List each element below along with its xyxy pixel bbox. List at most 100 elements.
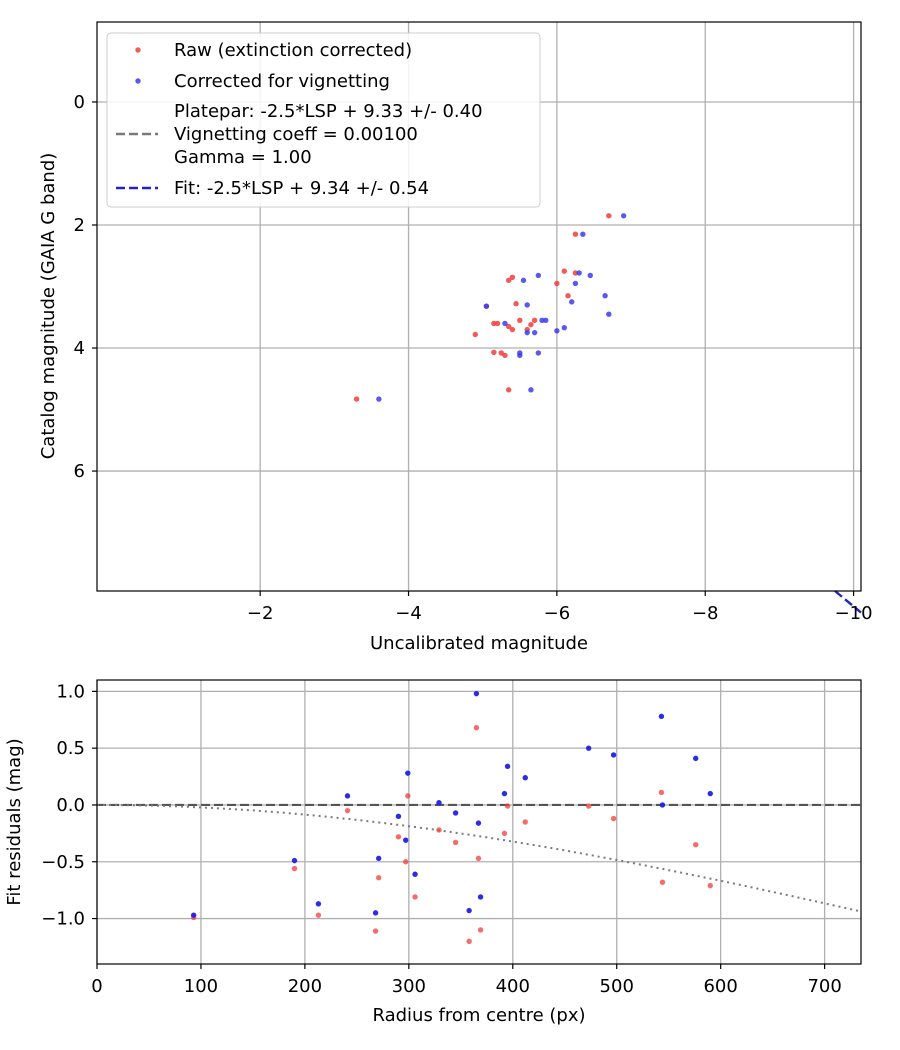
raw-point xyxy=(509,274,516,280)
top-data-points xyxy=(353,213,627,402)
corrected-residual-point xyxy=(477,894,484,900)
corrected-point xyxy=(580,231,586,237)
raw-residual-point xyxy=(473,725,480,731)
raw-point xyxy=(531,317,538,324)
corrected-point xyxy=(528,387,534,393)
corrected-point xyxy=(520,277,527,284)
corrected-residual-point xyxy=(395,813,402,820)
bottom-y-tick-label: 0.0 xyxy=(56,795,85,816)
corrected-residual-point xyxy=(190,912,197,918)
raw-residual-point xyxy=(452,839,459,846)
raw-residual-point xyxy=(436,827,442,833)
raw-point xyxy=(353,396,360,402)
bottom-y-tick-label: −1.0 xyxy=(41,909,85,930)
top-x-ticks: −2 −4 −6 −8 −10 xyxy=(247,591,873,624)
bottom-x-tick-label: 600 xyxy=(703,976,737,997)
top-y-axis-label: Catalog magnitude (GAIA G band) xyxy=(38,153,59,460)
raw-point xyxy=(491,349,497,356)
corrected-residual-point xyxy=(375,855,382,862)
raw-residual-point xyxy=(522,819,528,825)
corrected-residual-point xyxy=(412,871,418,877)
corrected-point xyxy=(502,320,508,327)
top-x-tick-label: −6 xyxy=(544,603,571,624)
raw-residual-point xyxy=(585,803,592,809)
vignetting-curve xyxy=(97,804,862,913)
raw-residual-point xyxy=(412,894,418,900)
corrected-point xyxy=(483,303,490,309)
raw-point xyxy=(572,270,579,276)
corrected-residual-point xyxy=(466,907,472,914)
raw-residual-point xyxy=(477,927,484,933)
corrected-residual-point xyxy=(403,837,409,843)
corrected-point xyxy=(517,352,523,359)
corrected-residual-point xyxy=(659,802,666,808)
legend-raw-marker xyxy=(135,47,141,53)
fit-line xyxy=(834,590,862,614)
top-x-axis-label: Uncalibrated magnitude xyxy=(370,633,588,654)
raw-residual-point xyxy=(658,789,665,796)
bottom-y-tick-label: 0.5 xyxy=(56,738,85,759)
bottom-x-tick-label: 400 xyxy=(496,976,530,997)
legend-platepar-label-1: Platepar: -2.5*LSP + 9.33 +/- 0.40 xyxy=(174,101,483,122)
legend-raw-label: Raw (extinction corrected) xyxy=(174,40,412,61)
top-x-tick-label: −4 xyxy=(395,603,422,624)
raw-point xyxy=(509,326,516,333)
corrected-residual-point xyxy=(504,763,511,770)
corrected-point xyxy=(524,302,530,308)
corrected-point xyxy=(535,350,542,356)
bottom-x-tick-label: 0 xyxy=(91,976,102,997)
raw-residual-point xyxy=(659,879,666,885)
corrected-residual-point xyxy=(315,901,322,907)
corrected-point xyxy=(587,272,593,279)
bottom-x-tick-label: 500 xyxy=(600,976,634,997)
raw-residual-point xyxy=(395,834,402,840)
corrected-residual-point xyxy=(475,820,482,826)
raw-residual-point xyxy=(344,807,351,814)
raw-residual-point xyxy=(610,815,617,822)
legend-box xyxy=(106,32,541,208)
raw-point xyxy=(606,213,612,219)
legend-corrected-label: Corrected for vignetting xyxy=(174,71,390,92)
top-y-tick-label: 4 xyxy=(74,338,85,359)
corrected-residual-point xyxy=(585,745,592,751)
corrected-point xyxy=(561,325,568,331)
corrected-point xyxy=(531,329,538,336)
top-y-tick-label: 6 xyxy=(74,461,85,482)
top-x-tick-label: −2 xyxy=(247,603,274,624)
bottom-gridlines xyxy=(96,680,861,964)
bottom-x-tick-label: 200 xyxy=(288,976,322,997)
raw-residual-point xyxy=(403,859,409,865)
corrected-point xyxy=(602,293,608,299)
bottom-x-axis-label: Radius from centre (px) xyxy=(372,1005,585,1026)
corrected-residual-point xyxy=(501,790,508,797)
raw-point xyxy=(505,387,512,393)
corrected-point xyxy=(524,329,530,336)
raw-point xyxy=(513,301,519,307)
corrected-point xyxy=(554,328,560,334)
raw-residual-point xyxy=(372,928,379,934)
raw-residual-point xyxy=(501,830,508,837)
legend-corrected-marker xyxy=(135,78,141,84)
corrected-residual-point xyxy=(693,755,699,762)
corrected-residual-point xyxy=(344,793,351,799)
raw-point xyxy=(561,268,568,274)
top-y-ticks: 0 2 4 6 xyxy=(74,92,97,482)
bottom-y-tick-label: 1.0 xyxy=(56,681,85,702)
raw-residual-point xyxy=(375,874,382,881)
bottom-x-tick-label: 300 xyxy=(392,976,426,997)
legend-platepar-label-2: Vignetting coeff = 0.00100 xyxy=(174,124,418,145)
raw-residual-point xyxy=(291,865,298,872)
bottom-x-ticks: 0 100 200 300 400 500 600 700 xyxy=(91,964,842,997)
corrected-residual-point xyxy=(658,713,665,720)
bottom-axes-frame xyxy=(96,679,862,965)
corrected-residual-point xyxy=(452,810,459,816)
top-y-tick-label: 0 xyxy=(74,92,85,113)
raw-residual-point xyxy=(466,938,472,944)
raw-point xyxy=(491,320,497,327)
legend-fit-label: Fit: -2.5*LSP + 9.34 +/- 0.54 xyxy=(174,178,429,199)
raw-point xyxy=(498,350,504,356)
top-x-tick-label: −8 xyxy=(692,603,719,624)
bottom-x-tick-label: 700 xyxy=(807,976,841,997)
raw-point xyxy=(505,323,512,330)
